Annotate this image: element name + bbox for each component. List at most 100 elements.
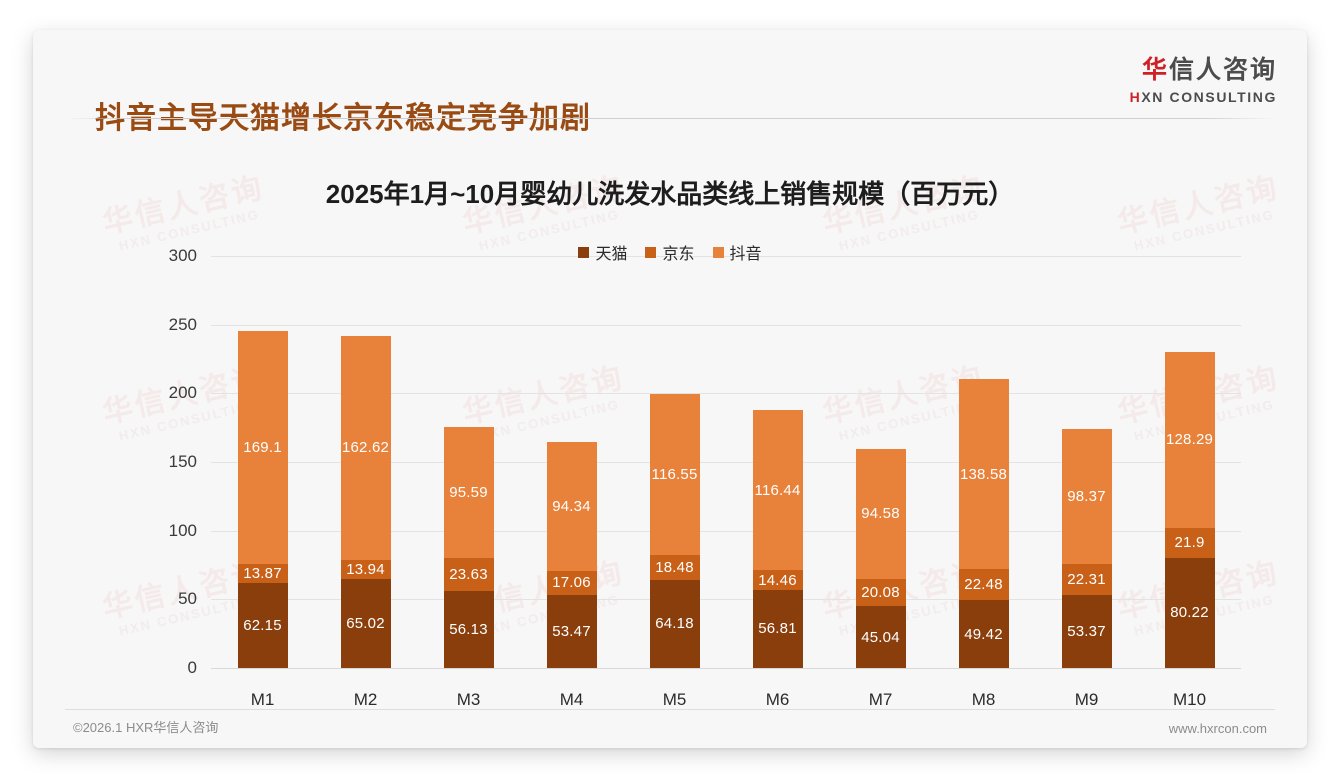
legend-label: 抖音 [729, 246, 762, 263]
bar-value-label: 80.22 [1170, 604, 1209, 622]
logo-en-rest: XN CONSULTING [1141, 89, 1277, 105]
legend-item-天猫[interactable]: 天猫 [578, 240, 627, 264]
bar-segment-京东-M5[interactable]: 18.48 [649, 554, 700, 580]
bar-segment-天猫-M8[interactable]: 49.42 [958, 600, 1009, 668]
bar-segment-天猫-M10[interactable]: 80.22 [1164, 557, 1215, 668]
bar-value-label: 95.59 [449, 484, 488, 502]
y-axis-tick-label: 50 [178, 589, 197, 609]
bar-segment-抖音-M1[interactable]: 169.1 [237, 331, 288, 564]
y-axis-tick-label: 150 [168, 452, 197, 471]
bar-group-M9[interactable]: 53.37 22.31 98.37 M9 [1035, 30, 1138, 748]
bar-group-M5[interactable]: 64.18 18.48 116.55 M5 [623, 30, 726, 748]
bar-group-M2[interactable]: 65.02 13.94 162.62 M2 [314, 30, 417, 748]
bar-stack: 56.81 14.46 116.44 [752, 410, 803, 668]
bar-segment-京东-M7[interactable]: 20.08 [855, 578, 906, 607]
bar-group-M10[interactable]: 80.22 21.9 128.29 M10 [1138, 30, 1241, 748]
bar-segment-抖音-M3[interactable]: 95.59 [443, 427, 494, 559]
bar-segment-天猫-M1[interactable]: 62.15 [237, 582, 288, 668]
x-axis-tick-label: M1 [250, 690, 275, 709]
x-axis-tick-label: M3 [456, 690, 481, 709]
bar-segment-抖音-M5[interactable]: 116.55 [649, 394, 700, 555]
x-axis-tick-label: M10 [1172, 690, 1207, 709]
chart-gridline [211, 324, 1241, 326]
bar-segment-天猫-M5[interactable]: 64.18 [649, 579, 700, 668]
x-axis-tick-label: M2 [353, 690, 378, 709]
bar-segment-抖音-M2[interactable]: 162.62 [340, 336, 391, 560]
x-axis-tick-label: M4 [559, 690, 584, 709]
bar-value-label: 65.02 [346, 614, 385, 632]
bar-segment-京东-M6[interactable]: 14.46 [752, 570, 803, 590]
bar-value-label: 94.58 [861, 505, 900, 523]
bar-segment-京东-M4[interactable]: 17.06 [546, 571, 597, 595]
bar-segment-京东-M9[interactable]: 22.31 [1061, 564, 1112, 595]
bar-stack: 80.22 21.9 128.29 [1164, 351, 1215, 668]
bar-stack: 49.42 22.48 138.58 [958, 378, 1009, 668]
bar-segment-天猫-M7[interactable]: 45.04 [855, 606, 906, 668]
bar-segment-京东-M1[interactable]: 13.87 [237, 563, 288, 583]
bar-group-M7[interactable]: 45.04 20.08 94.58 M7 [829, 30, 932, 748]
bar-segment-天猫-M3[interactable]: 56.13 [443, 590, 494, 668]
bar-value-label: 13.94 [346, 560, 385, 578]
bar-value-label: 169.1 [243, 439, 282, 456]
bar-group-M1[interactable]: 62.15 13.87 169.1 M1 [211, 30, 314, 748]
bar-value-label: 17.06 [552, 574, 591, 592]
chart-title: 2025年1月~10月婴幼儿洗发水品类线上销售规模（百万元） [325, 179, 1015, 209]
logo-chars-rest: 信人咨询 [1168, 56, 1277, 84]
bar-segment-抖音-M10[interactable]: 128.29 [1164, 351, 1215, 528]
bar-segment-抖音-M6[interactable]: 116.44 [752, 410, 803, 571]
bar-segment-天猫-M2[interactable]: 65.02 [340, 578, 391, 668]
bar-value-label: 53.37 [1067, 622, 1106, 640]
bar-segment-抖音-M8[interactable]: 138.58 [958, 378, 1009, 570]
bar-segment-抖音-M4[interactable]: 94.34 [546, 441, 597, 572]
bar-value-label: 22.31 [1067, 570, 1106, 588]
bar-value-label: 56.13 [449, 620, 488, 638]
bar-segment-天猫-M9[interactable]: 53.37 [1061, 594, 1112, 668]
legend-swatch-icon [712, 246, 724, 258]
page-title: 抖音主导天猫增长京东稳定竞争加剧 [95, 102, 591, 135]
footer-website: www.hxrcon.com [1168, 721, 1267, 736]
logo-char-hua: 华 [1141, 56, 1169, 84]
footer-copyright: ©2026.1 HXR华信人咨询 [73, 720, 219, 735]
bar-group-M3[interactable]: 56.13 23.63 95.59 M3 [417, 30, 520, 748]
bar-group-M8[interactable]: 49.42 22.48 138.58 M8 [932, 30, 1035, 748]
bar-value-label: 53.47 [552, 622, 591, 640]
chart-gridline [211, 599, 1241, 601]
bar-stack: 56.13 23.63 95.59 [443, 427, 494, 668]
logo-english-text: HXN CONSULTING [1130, 90, 1277, 104]
chart-gridline [211, 393, 1241, 395]
bar-value-label: 45.04 [861, 628, 900, 646]
slide-page: 华信人咨询 HXN CONSULTING 华信人咨询 HXN CONSULTING 华信… [33, 30, 1307, 748]
chart-plot-area: 0 50 100 150 200 250 300 62.15 13.87 169.1 M1 65.02… [33, 30, 1307, 748]
bar-stack: 62.15 13.87 169.1 [237, 331, 288, 668]
logo-en-initial: H [1129, 89, 1142, 105]
bar-value-label: 138.58 [959, 465, 1008, 483]
bar-segment-京东-M3[interactable]: 23.63 [443, 558, 494, 591]
x-axis-tick-label: M5 [662, 690, 687, 709]
bar-stack: 65.02 13.94 162.62 [340, 336, 391, 668]
legend-item-京东[interactable]: 京东 [645, 240, 695, 264]
chart-gridline [211, 530, 1241, 532]
chart-gridline [211, 256, 1241, 257]
bar-segment-京东-M10[interactable]: 21.9 [1164, 527, 1215, 558]
y-axis-tick-label: 300 [168, 246, 197, 265]
bar-segment-天猫-M4[interactable]: 53.47 [546, 594, 597, 668]
bar-segment-京东-M8[interactable]: 22.48 [958, 569, 1009, 601]
bar-segment-抖音-M9[interactable]: 98.37 [1061, 429, 1112, 565]
bar-segment-抖音-M7[interactable]: 94.58 [855, 448, 906, 579]
bar-value-label: 49.42 [964, 625, 1003, 643]
bar-group-M6[interactable]: 56.81 14.46 116.44 M6 [726, 30, 829, 748]
y-axis-tick-label: 250 [168, 314, 197, 334]
bar-group-M4[interactable]: 53.47 17.06 94.34 M4 [520, 30, 623, 748]
legend-item-抖音[interactable]: 抖音 [712, 240, 762, 264]
bar-value-label: 56.81 [758, 620, 797, 638]
bar-stack: 53.37 22.31 98.37 [1061, 429, 1112, 668]
x-axis-tick-label: M6 [765, 690, 790, 709]
bar-stack: 53.47 17.06 94.34 [546, 441, 597, 668]
bar-segment-天猫-M6[interactable]: 56.81 [752, 589, 803, 668]
x-axis-tick-label: M9 [1074, 690, 1099, 709]
legend-swatch-icon [578, 246, 590, 258]
bar-segment-京东-M2[interactable]: 13.94 [340, 559, 391, 579]
x-axis-tick-label: M8 [971, 690, 996, 709]
legend-label: 天猫 [595, 246, 628, 263]
